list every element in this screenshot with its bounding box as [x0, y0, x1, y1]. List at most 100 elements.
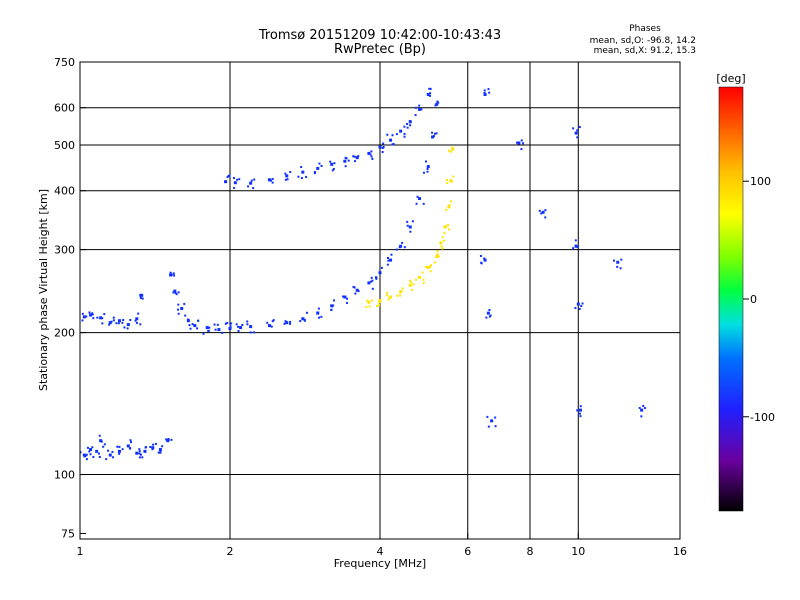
data-point-scatter: [313, 170, 316, 173]
data-point-scatter: [515, 141, 518, 144]
chart-title: Tromsø 20151209 10:42:00-10:43:43: [258, 28, 501, 43]
y-tick-label: 75: [61, 527, 75, 540]
data-point-scatter: [126, 327, 129, 330]
data-point-scatter: [385, 294, 388, 297]
data-point-scatter: [331, 169, 334, 172]
data-point-scatter: [450, 150, 453, 153]
data-point: [158, 448, 162, 452]
data-point-scatter: [544, 209, 547, 212]
data-point-scatter: [436, 250, 439, 253]
data-point-scatter: [138, 452, 141, 455]
data-point-scatter: [345, 301, 348, 304]
data-point-scatter: [424, 160, 427, 163]
data-point: [117, 319, 121, 323]
chart-subtitle: RwPretec (Bp): [334, 42, 426, 57]
data-point-scatter: [406, 220, 409, 223]
data-point-scatter: [100, 440, 103, 443]
data-point: [426, 165, 430, 169]
data-point-scatter: [520, 139, 523, 142]
data-point-scatter: [421, 271, 424, 274]
data-point-scatter: [175, 293, 178, 296]
data-point-scatter: [107, 449, 110, 452]
data-point-scatter: [170, 438, 173, 441]
data-point-scatter: [159, 451, 162, 454]
data-point: [408, 225, 412, 229]
data-point-scatter: [378, 301, 381, 304]
data-point-scatter: [437, 255, 440, 258]
data-point-scatter: [151, 448, 154, 451]
data-point-scatter: [238, 178, 241, 181]
colorbar-tick-label: 100: [750, 175, 771, 188]
data-point-scatter: [494, 425, 497, 428]
data-point-scatter: [441, 236, 444, 239]
data-point: [82, 315, 86, 319]
data-point-scatter: [371, 287, 374, 290]
data-point-scatter: [414, 278, 417, 281]
data-point-scatter: [488, 309, 491, 312]
data-point: [89, 448, 93, 452]
data-point-scatter: [141, 456, 144, 459]
data-point-scatter: [129, 439, 132, 442]
data-point-scatter: [494, 416, 497, 419]
data-point-scatter: [448, 204, 451, 207]
data-points: [79, 87, 646, 461]
data-point-scatter: [391, 134, 394, 137]
data-point-scatter: [412, 283, 415, 286]
data-point-scatter: [88, 450, 91, 453]
y-axis-label: Stationary phase Virtual Height [km]: [37, 189, 50, 391]
data-point: [367, 151, 371, 155]
data-point-scatter: [329, 160, 332, 163]
data-point-scatter: [196, 327, 199, 330]
data-point-scatter: [139, 295, 142, 298]
data-point-scatter: [386, 291, 389, 294]
data-point: [99, 439, 103, 443]
data-point-scatter: [112, 316, 115, 319]
data-point-scatter: [145, 446, 148, 449]
data-point: [399, 244, 403, 248]
data-point-scatter: [416, 195, 419, 198]
data-point: [180, 307, 184, 311]
data-point-scatter: [83, 455, 86, 458]
colorbar-label: [deg]: [716, 72, 745, 85]
data-point: [541, 210, 545, 214]
data-point-scatter: [173, 274, 176, 277]
data-point-scatter: [538, 209, 541, 212]
data-point-scatter: [643, 407, 646, 410]
data-point-scatter: [91, 446, 94, 449]
data-point-scatter: [333, 162, 336, 165]
y-tick-label: 400: [54, 185, 75, 198]
data-point-scatter: [237, 330, 240, 333]
data-point-scatter: [426, 170, 429, 173]
data-point: [483, 92, 487, 96]
data-point-scatter: [447, 224, 450, 227]
data-point-scatter: [429, 270, 432, 273]
x-tick-label: 8: [527, 545, 534, 558]
data-point-scatter: [224, 180, 227, 183]
data-point: [151, 446, 155, 450]
data-point-scatter: [580, 305, 583, 308]
data-point-scatter: [370, 280, 373, 283]
data-point: [316, 166, 320, 170]
data-point-scatter: [177, 291, 180, 294]
data-point: [378, 145, 382, 149]
data-point-scatter: [174, 291, 177, 294]
data-point-scatter: [115, 322, 118, 325]
data-point-scatter: [581, 302, 584, 305]
data-point: [267, 324, 271, 328]
data-point: [186, 319, 190, 323]
data-point-scatter: [387, 259, 390, 262]
y-tick-label: 300: [54, 244, 75, 257]
data-point-scatter: [332, 304, 335, 307]
data-point-scatter: [303, 319, 306, 322]
data-point-scatter: [422, 278, 425, 281]
data-point: [301, 170, 305, 174]
data-point-scatter: [316, 311, 319, 314]
data-point-scatter: [284, 320, 287, 323]
data-point-scatter: [386, 263, 389, 266]
data-point-scatter: [480, 262, 483, 265]
data-point-scatter: [446, 182, 449, 185]
data-point-scatter: [129, 447, 132, 450]
data-point-scatter: [188, 324, 191, 327]
data-point-scatter: [354, 160, 357, 163]
y-tick-label: 200: [54, 327, 75, 340]
